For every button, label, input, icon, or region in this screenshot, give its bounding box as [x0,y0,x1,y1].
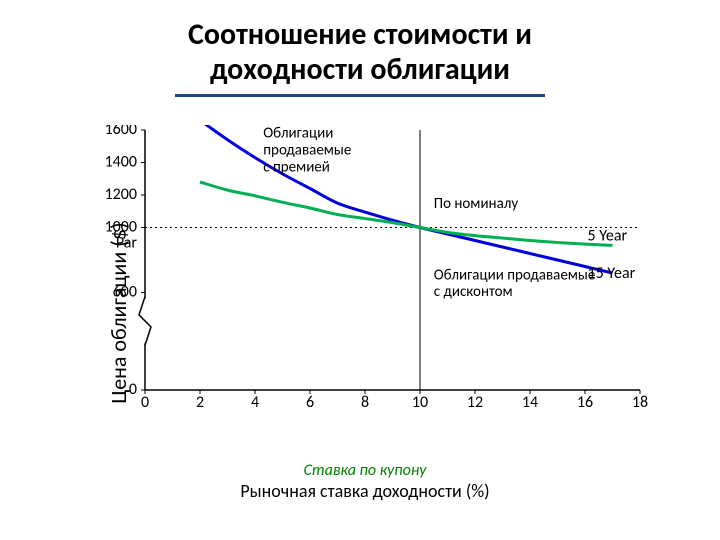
y-tick-label: Par [116,233,138,252]
chart-area: Цена облигации ($) Ставка по купону Рыно… [20,125,710,500]
annotation: с премией [263,158,330,176]
y-tick-label: 1400 [105,152,137,171]
annotation: продаваемые [263,141,351,159]
slide: Соотношение стоимости и доходности облиг… [0,0,720,540]
x-tick-label: 6 [306,393,314,412]
chart-svg: 02468101214161806001000Par12001400160015… [90,125,710,425]
series-15-year [200,125,613,273]
x-tick-label: 16 [577,393,593,412]
x-tick-label: 4 [251,393,259,412]
y-tick-label: 1200 [105,185,137,204]
annotation: По номиналу [434,195,519,213]
x-tick-label: 10 [412,393,428,412]
series-5-year [200,182,613,245]
y-tick-label: 600 [113,282,137,301]
x-axis-label: Рыночная ставка доходности (%) [20,480,710,502]
slide-title: Соотношение стоимости и доходности облиг… [60,18,660,87]
y-tick-label: 1600 [105,125,137,139]
x-tick-label: 12 [467,393,483,412]
x-axis-sublabel: Ставка по купону [20,461,710,480]
y-tick-label: 0 [129,380,137,399]
series-label: 5 Year [588,227,628,246]
title-line-1: Соотношение стоимости и [188,16,532,53]
annotation: Облигации [263,125,333,142]
title-underline [175,94,545,97]
x-tick-label: 2 [196,393,204,412]
annotation: с дисконтом [434,283,513,301]
x-tick-label: 8 [361,393,369,412]
x-tick-label: 0 [141,393,149,412]
x-tick-label: 14 [522,393,538,412]
title-line-2: доходности облигации [210,51,510,88]
x-tick-label: 18 [632,393,648,412]
